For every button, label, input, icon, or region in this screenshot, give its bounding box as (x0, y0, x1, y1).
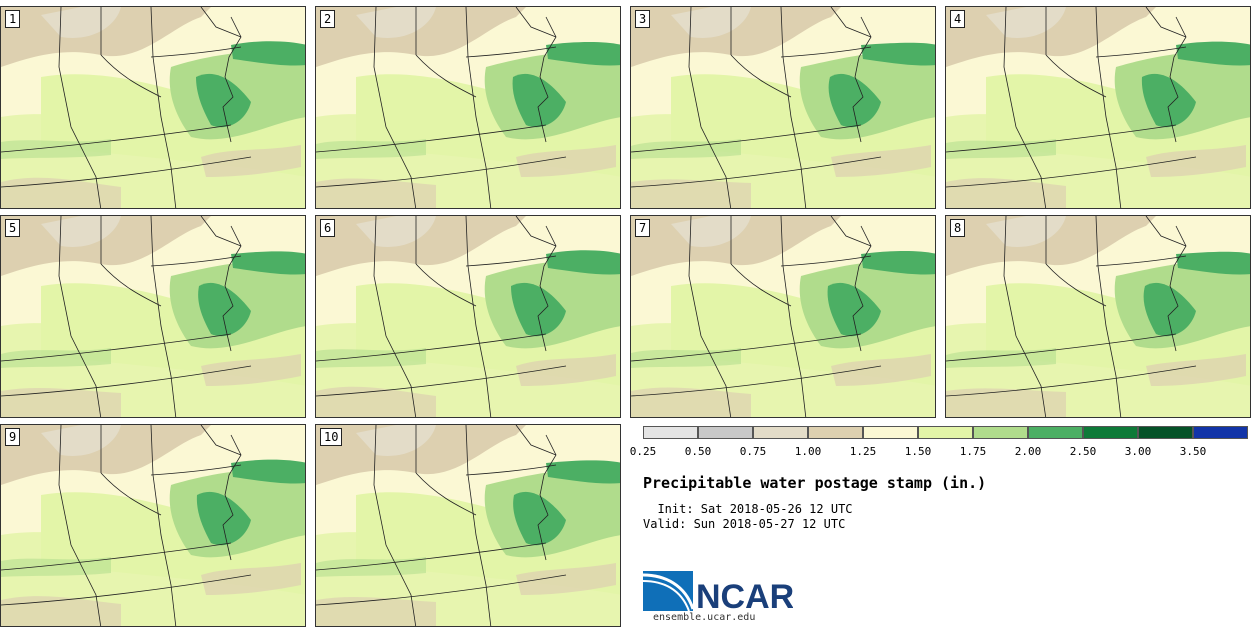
legend-swatch (863, 426, 918, 439)
legend-swatch (1028, 426, 1083, 439)
stamp-number-label: 6 (320, 219, 336, 237)
stamp-map: 8 (945, 215, 1251, 418)
stamp-map: 1 (0, 6, 306, 209)
legend-tick-label: 1.50 (904, 445, 932, 458)
stamp-number-label: 1 (5, 10, 21, 28)
stamp-number-label: 9 (5, 428, 21, 446)
legend-tick-label: 1.75 (959, 445, 987, 458)
stamp-number-label: 2 (320, 10, 336, 28)
stamp-map: 10 (315, 424, 621, 627)
legend-swatch (1138, 426, 1193, 439)
legend-tick-label: 0.50 (684, 445, 712, 458)
legend-tick-label: 2.00 (1014, 445, 1042, 458)
stamp-number-label: 7 (635, 219, 651, 237)
ncar-wordmark: NCAR (696, 578, 793, 613)
stamp-number-label: 8 (950, 219, 966, 237)
legend-swatch (643, 426, 698, 439)
stamp-map: 9 (0, 424, 306, 627)
ncar-logo: NCAR (642, 571, 794, 617)
legend-tick-label: 2.50 (1069, 445, 1097, 458)
legend-tick-label: 1.00 (794, 445, 822, 458)
chart-title: Precipitable water postage stamp (in.) (643, 474, 987, 492)
init-time: Init: Sat 2018-05-26 12 UTC (643, 502, 853, 516)
valid-time: Valid: Sun 2018-05-27 12 UTC (643, 517, 846, 531)
stamp-number-label: 5 (5, 219, 21, 237)
legend-tick-label: 1.25 (849, 445, 877, 458)
legend-swatch (1083, 426, 1138, 439)
stamp-map: 7 (630, 215, 936, 418)
stamp-number-label: 4 (950, 10, 966, 28)
legend-swatch (973, 426, 1028, 439)
legend-swatch (918, 426, 973, 439)
legend-tick-label: 0.25 (629, 445, 657, 458)
legend-swatch (808, 426, 863, 439)
legend-tick-label: 3.00 (1124, 445, 1152, 458)
ncar-url: ensemble.ucar.edu (653, 612, 756, 623)
stamp-number-label: 10 (320, 428, 343, 446)
stamp-map: 4 (945, 6, 1251, 209)
stamp-map: 3 (630, 6, 936, 209)
stamp-map: 6 (315, 215, 621, 418)
legend-tick-label: 0.75 (739, 445, 767, 458)
stamp-map: 2 (315, 6, 621, 209)
legend-swatch (1193, 426, 1248, 439)
stamp-map: 5 (0, 215, 306, 418)
stamp-number-label: 3 (635, 10, 651, 28)
legend-tick-label: 3.50 (1179, 445, 1207, 458)
legend-swatch (698, 426, 753, 439)
legend-swatch (753, 426, 808, 439)
